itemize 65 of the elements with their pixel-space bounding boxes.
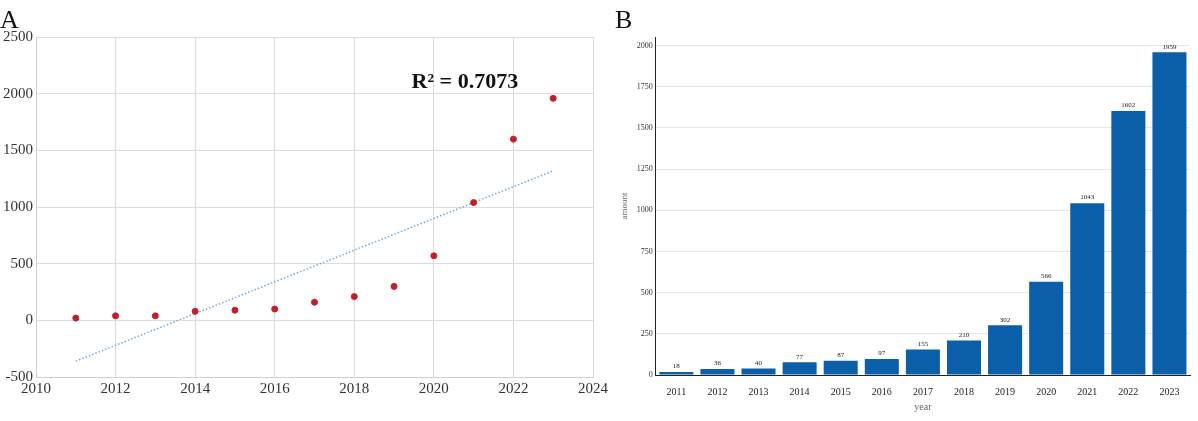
- y-tick-label: 500: [10, 254, 33, 271]
- x-tick-label: 2013: [748, 385, 769, 397]
- bar: [659, 372, 694, 375]
- x-tick-label: 2023: [1159, 385, 1180, 397]
- annotation: R² = 0.7073: [411, 68, 519, 94]
- y-tick-label: 1000: [3, 198, 33, 215]
- bar: [1070, 203, 1105, 375]
- x-tick-label: 2024: [578, 379, 609, 396]
- x-tick-label: 2016: [871, 385, 892, 397]
- x-tick-label: 2012: [100, 379, 131, 396]
- point: [231, 306, 239, 314]
- x-tick-label: 2016: [259, 379, 291, 396]
- y-tick-label: -500: [5, 367, 33, 384]
- point: [390, 282, 398, 290]
- x-tick-label: 2014: [180, 379, 211, 396]
- bar: [1111, 111, 1146, 375]
- bar: [782, 362, 817, 375]
- bar: [905, 349, 940, 375]
- y-tick-label: 1250: [636, 164, 653, 174]
- x-tick-label: 2022: [1118, 385, 1139, 397]
- chart-title: B: [615, 5, 633, 35]
- y-tick-label: 500: [640, 287, 653, 297]
- x-tick-label: 2014: [789, 385, 810, 397]
- x-tick-label: 2012: [707, 385, 728, 397]
- x-tick-label: 2022: [498, 379, 529, 396]
- y-tick-label: 2000: [636, 40, 653, 50]
- point: [311, 298, 318, 306]
- bar: [1152, 52, 1187, 375]
- point: [350, 293, 358, 301]
- bar: [700, 369, 735, 375]
- x-tick-label: 2018: [339, 379, 370, 396]
- point: [549, 94, 557, 102]
- y-tick-label: 1500: [3, 141, 33, 158]
- x-tick-label: 2021: [1077, 385, 1098, 397]
- x-tick-label: 2019: [995, 385, 1016, 397]
- bar: [741, 368, 776, 375]
- bar: [864, 359, 899, 375]
- x-tick-label: 2020: [418, 379, 449, 396]
- point: [470, 199, 478, 207]
- point: [430, 252, 438, 260]
- y-tick-label: 1000: [636, 205, 653, 215]
- y-axis-title: amount: [618, 192, 629, 220]
- y-tick-label: 2000: [3, 84, 33, 101]
- point: [191, 307, 199, 315]
- point: [509, 135, 517, 143]
- x-axis-title: year: [914, 400, 933, 412]
- y-tick-label: 250: [640, 328, 653, 338]
- x-tick-label: 2017: [912, 385, 933, 397]
- y-tick-label: 0: [25, 311, 33, 328]
- bar: [1029, 281, 1064, 375]
- point: [271, 305, 279, 313]
- bar: [988, 325, 1023, 375]
- point: [72, 314, 80, 322]
- x-tick-label: 2020: [1036, 385, 1057, 397]
- x-tick-label: 2015: [830, 385, 851, 397]
- bar: [946, 340, 982, 375]
- point: [112, 312, 120, 320]
- x-tick-label: 2018: [953, 385, 974, 397]
- point: [151, 312, 159, 320]
- x-tick-label: 2011: [666, 385, 687, 397]
- y-tick-label: 0: [648, 370, 653, 380]
- bar: [823, 360, 858, 375]
- y-tick-label: 1750: [636, 81, 653, 91]
- y-tick-label: 1500: [636, 122, 653, 132]
- y-tick-label: 750: [640, 246, 653, 256]
